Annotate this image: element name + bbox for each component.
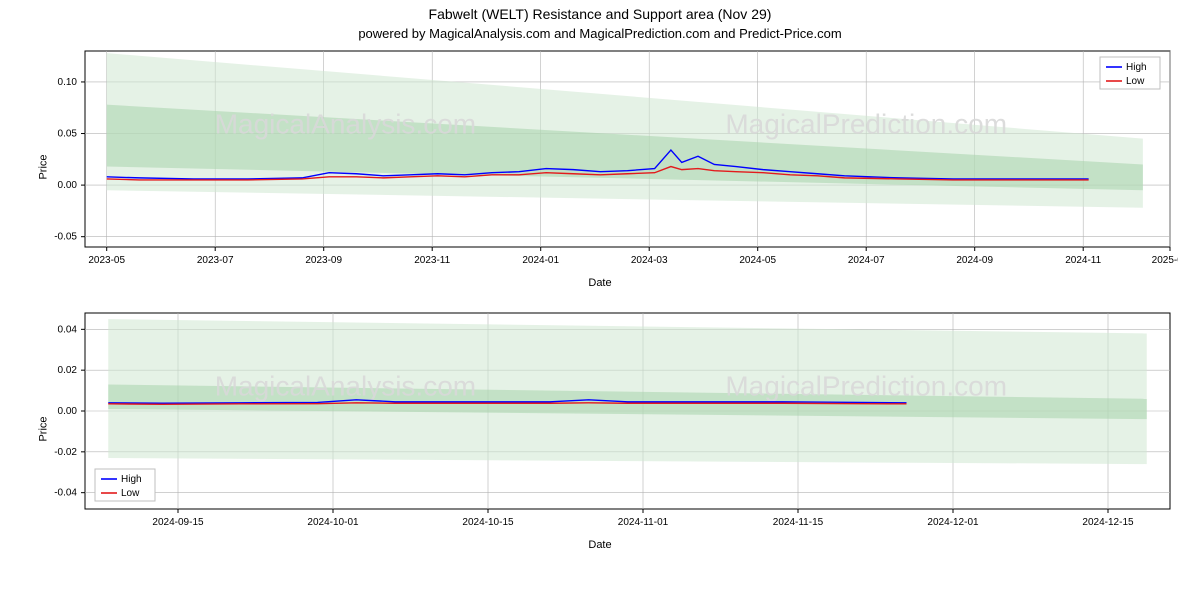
svg-text:2024-09-15: 2024-09-15 xyxy=(152,517,204,528)
svg-text:0.00: 0.00 xyxy=(57,180,77,191)
svg-text:2024-11-01: 2024-11-01 xyxy=(617,517,668,528)
svg-text:2024-05: 2024-05 xyxy=(739,255,776,266)
svg-text:-0.05: -0.05 xyxy=(54,232,77,243)
chart-subtitle: powered by MagicalAnalysis.com and Magic… xyxy=(0,22,1200,45)
svg-text:2024-11-15: 2024-11-15 xyxy=(772,517,823,528)
svg-text:2023-05: 2023-05 xyxy=(88,255,125,266)
chart-top: -0.05 0.00 0.05 0.10 2023-05 2023-07 2023-09 20… xyxy=(23,45,1178,275)
svg-text:2025-01: 2025-01 xyxy=(1151,255,1177,266)
svg-text:2024-03: 2024-03 xyxy=(630,255,667,266)
chart-top-wrap: Price -0.05 0.00 0.05 0.10 2023-05 2023-07 202… xyxy=(23,45,1178,289)
chart-bottom-wrap: Price -0.04 -0.02 0.00 0.02 0.04 2024-09-15 20… xyxy=(23,307,1178,551)
svg-text:0.00: 0.00 xyxy=(57,406,77,417)
svg-text:2024-09: 2024-09 xyxy=(956,255,993,266)
svg-text:2023-07: 2023-07 xyxy=(196,255,233,266)
svg-text:2024-07: 2024-07 xyxy=(847,255,884,266)
chart-bottom: -0.04 -0.02 0.00 0.02 0.04 2024-09-15 2024-10-… xyxy=(23,307,1178,537)
svg-text:0.04: 0.04 xyxy=(57,324,77,335)
svg-text:2024-01: 2024-01 xyxy=(522,255,559,266)
svg-text:0.02: 0.02 xyxy=(57,365,77,376)
chart-bottom-xlabel: Date xyxy=(23,539,1178,551)
chart-top-ylabel: Price xyxy=(37,154,49,179)
svg-text:MagicalPrediction.com: MagicalPrediction.com xyxy=(725,370,1007,401)
svg-text:2024-12-01: 2024-12-01 xyxy=(927,517,979,528)
chart-top-xlabel: Date xyxy=(23,277,1178,289)
svg-text:2024-12-15: 2024-12-15 xyxy=(1082,517,1134,528)
svg-text:2024-10-15: 2024-10-15 xyxy=(462,517,514,528)
svg-text:2023-09: 2023-09 xyxy=(305,255,342,266)
svg-text:MagicalPrediction.com: MagicalPrediction.com xyxy=(725,108,1007,139)
svg-text:0.05: 0.05 xyxy=(57,129,77,140)
svg-text:Low: Low xyxy=(1126,76,1145,87)
svg-text:High: High xyxy=(121,474,142,485)
svg-text:MagicalAnalysis.com: MagicalAnalysis.com xyxy=(214,108,475,139)
svg-text:High: High xyxy=(1126,62,1147,73)
svg-text:-0.02: -0.02 xyxy=(54,447,77,458)
svg-text:2023-11: 2023-11 xyxy=(414,255,450,266)
chart-bottom-ylabel: Price xyxy=(37,416,49,441)
svg-text:Low: Low xyxy=(121,488,140,499)
svg-text:0.10: 0.10 xyxy=(57,77,77,88)
svg-text:2024-11: 2024-11 xyxy=(1065,255,1101,266)
svg-text:2024-10-01: 2024-10-01 xyxy=(307,517,359,528)
svg-text:-0.04: -0.04 xyxy=(54,488,77,499)
svg-text:MagicalAnalysis.com: MagicalAnalysis.com xyxy=(214,370,475,401)
chart-title: Fabwelt (WELT) Resistance and Support ar… xyxy=(0,0,1200,22)
